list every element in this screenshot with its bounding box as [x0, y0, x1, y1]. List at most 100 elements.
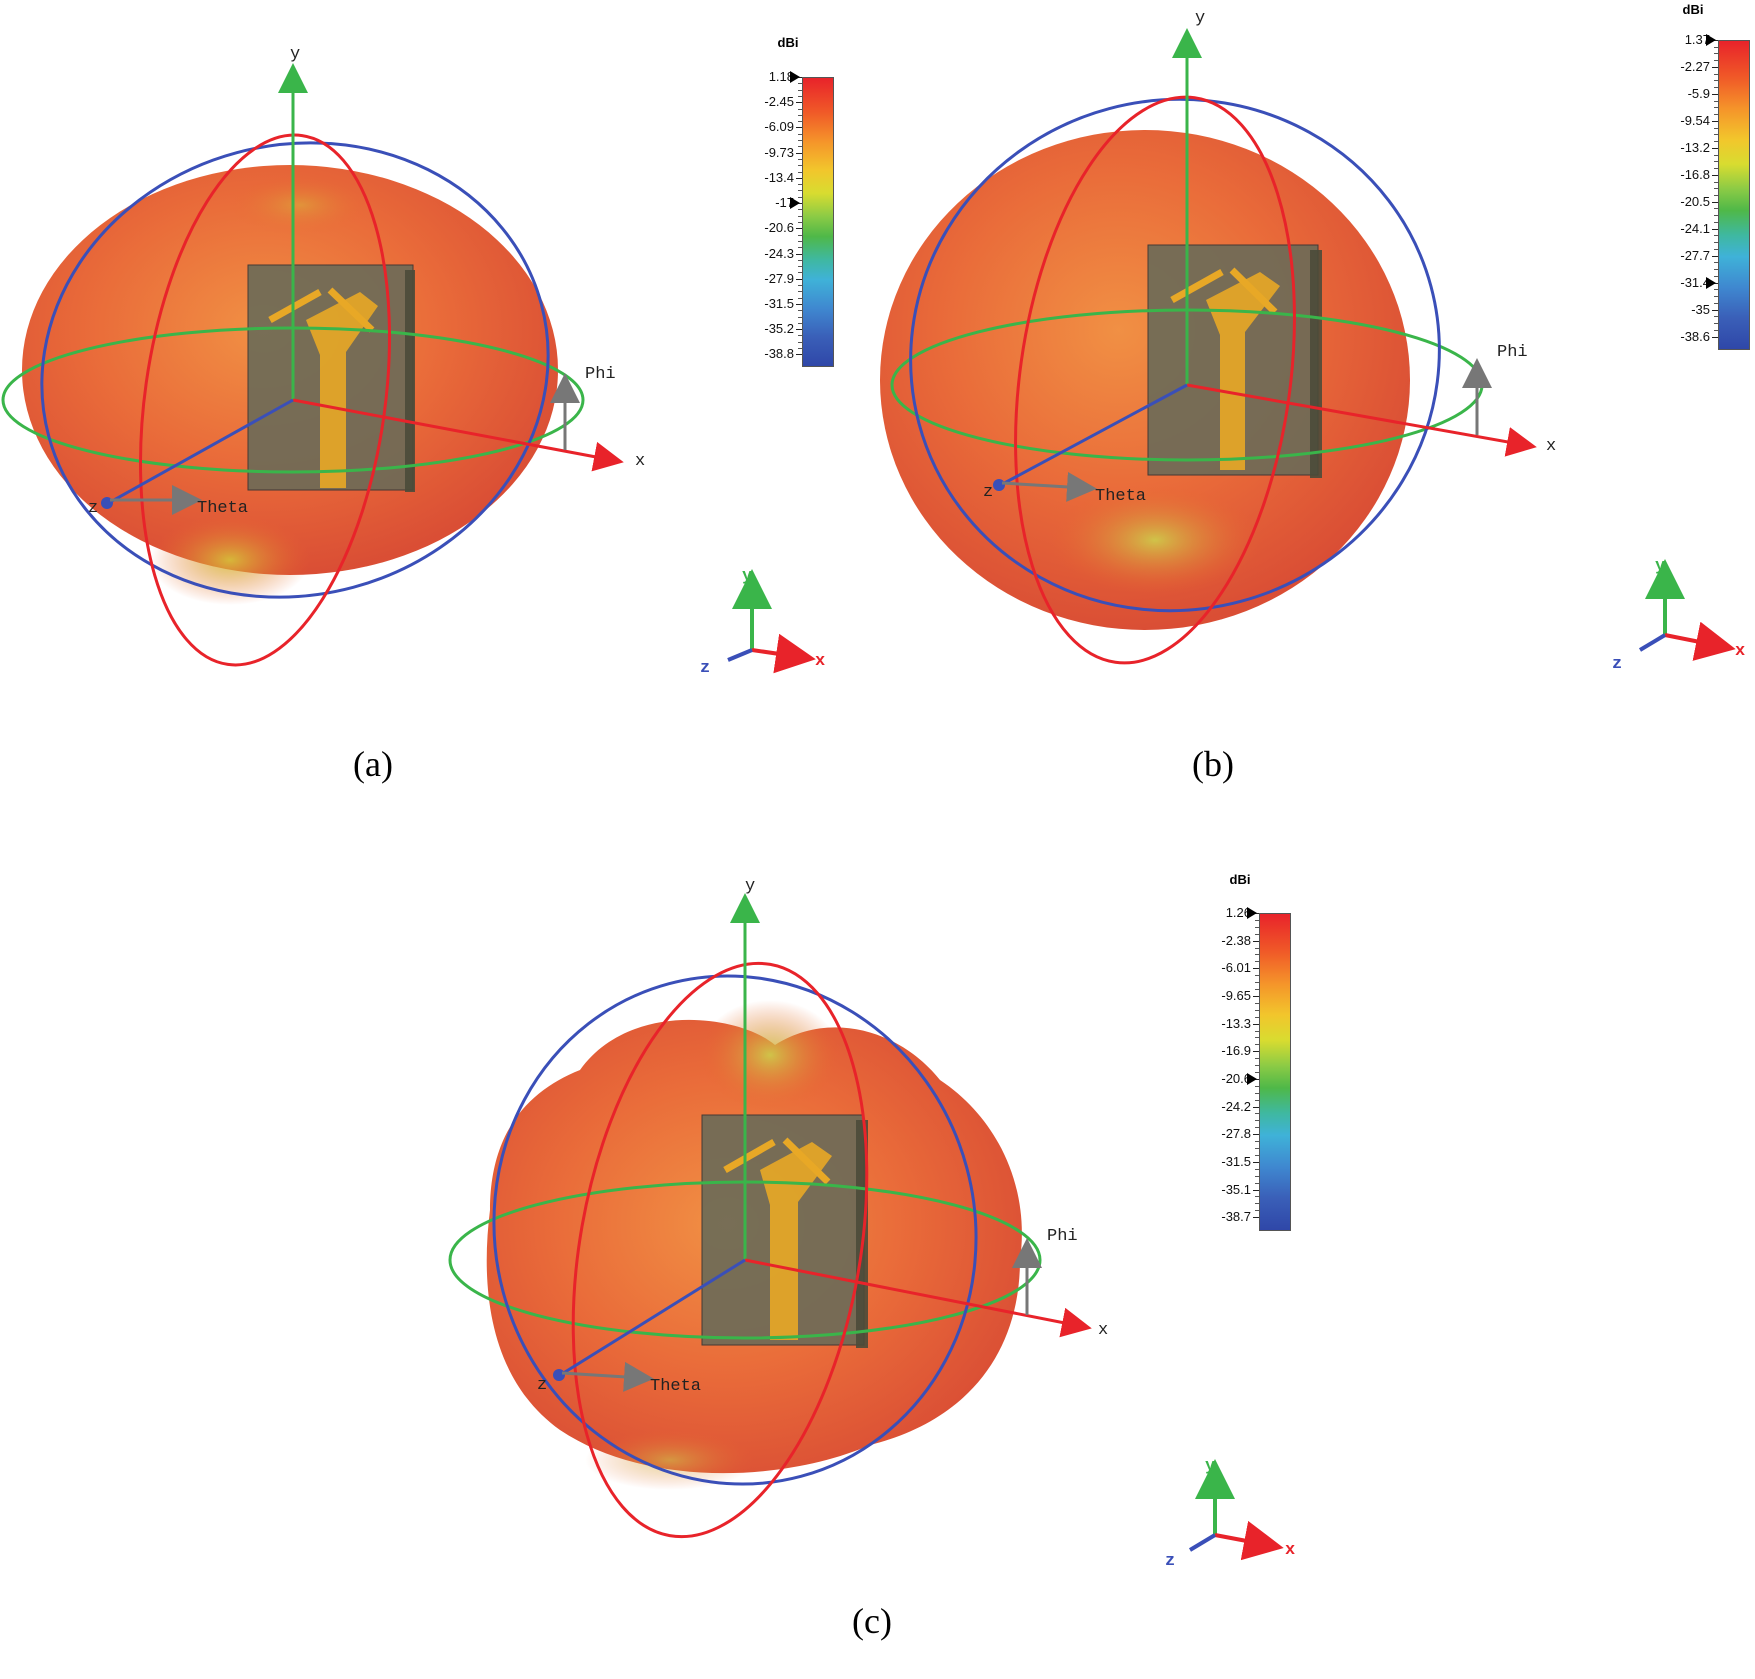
colorbar-minor-tick — [1714, 60, 1718, 62]
z-axis — [996, 383, 1188, 489]
colorbar-tick-mark — [796, 278, 802, 280]
colorbar-minor-tick — [1255, 1002, 1259, 1004]
colorbar-minor-tick — [1255, 989, 1259, 991]
colorbar-minor-tick — [798, 234, 802, 236]
colorbar-minor-tick — [1255, 1016, 1259, 1018]
colorbar-minor-tick — [1255, 1113, 1259, 1115]
colorbar-minor-tick — [1714, 195, 1718, 196]
colorbar-minor-tick — [1714, 242, 1718, 244]
colorbar-minor-tick — [1714, 53, 1718, 55]
colorbar-minor-tick — [1714, 80, 1718, 82]
colorbar-minor-tick — [798, 341, 802, 343]
colorbar: dBi 1.26 -2.38 -6.01 -9.65 -13.3 -16.9 -20.6 -2… — [1175, 860, 1291, 1240]
mini-z-label: z — [1612, 655, 1622, 674]
colorbar-minor-tick — [1255, 1009, 1259, 1011]
theta-circle-red — [1014, 95, 1296, 665]
colorbar-tick-label: 1.26 — [1225, 905, 1251, 920]
x-axis — [292, 398, 624, 472]
colorbar-tick-mark — [1712, 174, 1718, 176]
colorbar-marker-arrow — [1247, 907, 1257, 919]
colorbar-tick-mark — [1712, 93, 1718, 95]
colorbar-gradient — [802, 77, 834, 367]
x-axis-label: x — [635, 452, 645, 471]
antenna-patch — [760, 1142, 832, 1340]
colorbar-tick-label: -27.9 — [764, 270, 794, 286]
colorbar-minor-tick — [798, 322, 802, 324]
colorbar-minor-tick — [1255, 1127, 1259, 1129]
colorbar-gradient — [1259, 913, 1291, 1231]
colorbar-minor-tick — [1255, 961, 1259, 963]
antenna-slot — [723, 1137, 831, 1185]
colorbar-minor-tick — [798, 316, 802, 318]
colorbar-minor-tick — [1714, 302, 1718, 304]
theta-arrow — [561, 1361, 654, 1392]
colorbar-minor-tick — [1255, 1210, 1259, 1212]
colorbar-tick-mark — [1253, 1051, 1259, 1053]
mini-axes-triad: y x z — [1165, 1457, 1295, 1571]
colorbar-minor-tick — [1714, 269, 1718, 271]
colorbar-minor-tick — [1255, 933, 1259, 935]
x-axis — [1186, 383, 1537, 457]
colorbar-minor-tick — [798, 310, 802, 312]
colorbar-minor-tick — [798, 165, 802, 167]
colorbar-minor-tick — [798, 184, 802, 186]
pattern-3d-view: y x z Phi Theta y x z — [1, 45, 825, 678]
colorbar-minor-tick — [1714, 100, 1718, 102]
colorbar-minor-tick — [1255, 926, 1259, 928]
pattern-3d-view: y x z Phi Theta y x z — [448, 877, 1295, 1571]
x-axis-label: x — [1098, 1321, 1108, 1340]
antenna-patch — [1206, 272, 1280, 470]
colorbar-tick-label: -27.7 — [1680, 247, 1710, 263]
colorbar-tick-mark — [796, 354, 802, 356]
colorbar-minor-tick — [798, 222, 802, 223]
colorbar-tick-label: -2.27 — [1680, 58, 1710, 74]
colorbar-minor-tick — [1255, 1072, 1259, 1073]
colorbar-tick-mark — [796, 127, 802, 129]
y-axis-label: y — [745, 877, 755, 896]
mini-x-label: x — [815, 652, 825, 671]
colorbar-minor-tick — [798, 171, 802, 173]
colorbar-minor-tick — [798, 215, 802, 217]
colorbar-tick-label: -13.3 — [1221, 1015, 1251, 1031]
theta-arrow — [1001, 471, 1097, 502]
colorbar-tick-label: -31.5 — [764, 295, 794, 311]
colorbar-minor-tick — [1714, 208, 1718, 210]
colorbar-minor-tick — [798, 146, 802, 148]
colorbar-minor-tick — [798, 89, 802, 91]
colorbar-minor-tick — [798, 83, 802, 85]
colorbar-minor-tick — [1255, 1044, 1259, 1046]
colorbar: dBi 1.37 -2.27 -5.9 -9.54 -13.2 -16.8 -20.5 -24… — [1645, 0, 1755, 360]
pattern-null-region — [700, 1000, 840, 1110]
colorbar-minor-tick — [798, 196, 802, 198]
colorbar-tick-label: -35.1 — [1221, 1181, 1251, 1197]
colorbar-minor-tick — [1714, 141, 1718, 143]
substrate-side — [856, 1120, 868, 1348]
colorbar-minor-tick — [798, 108, 802, 110]
colorbar-tick-label: -17 — [775, 195, 794, 211]
colorbar-minor-tick — [1714, 107, 1718, 109]
mini-x-label: x — [1285, 1541, 1295, 1560]
colorbar-minor-tick — [1255, 1168, 1259, 1170]
colorbar-tick-mark — [796, 102, 802, 104]
colorbar-tick-mark — [1712, 147, 1718, 149]
colorbar-minor-tick — [1714, 316, 1718, 318]
colorbar-minor-tick — [1714, 215, 1718, 217]
colorbar-minor-tick — [1255, 1154, 1259, 1156]
substrate-side — [405, 270, 415, 492]
z-axis-label: z — [537, 1376, 547, 1395]
colorbar: dBi 1.18 -2.45 -6.09 -9.73 -13.4 -17 -20.6 -24.… — [740, 35, 840, 375]
theta-circle-blue — [40, 141, 550, 599]
colorbar-minor-tick — [1255, 919, 1259, 921]
z-axis — [556, 1258, 746, 1379]
colorbar-tick-label: 1.37 — [1684, 32, 1710, 47]
colorbar-tick-mark — [796, 152, 802, 154]
colorbar-tick-label: -27.8 — [1221, 1126, 1251, 1142]
colorbar-tick-label: -16.8 — [1680, 166, 1710, 182]
colorbar-tick-mark — [1253, 1161, 1259, 1163]
mini-y-label: y — [1655, 557, 1665, 576]
theta-circle-blue — [492, 974, 978, 1486]
colorbar-minor-tick — [1255, 1099, 1259, 1101]
colorbar-marker-arrow — [1706, 34, 1716, 46]
colorbar-tick-mark — [796, 228, 802, 230]
colorbar-minor-tick — [1714, 161, 1718, 163]
